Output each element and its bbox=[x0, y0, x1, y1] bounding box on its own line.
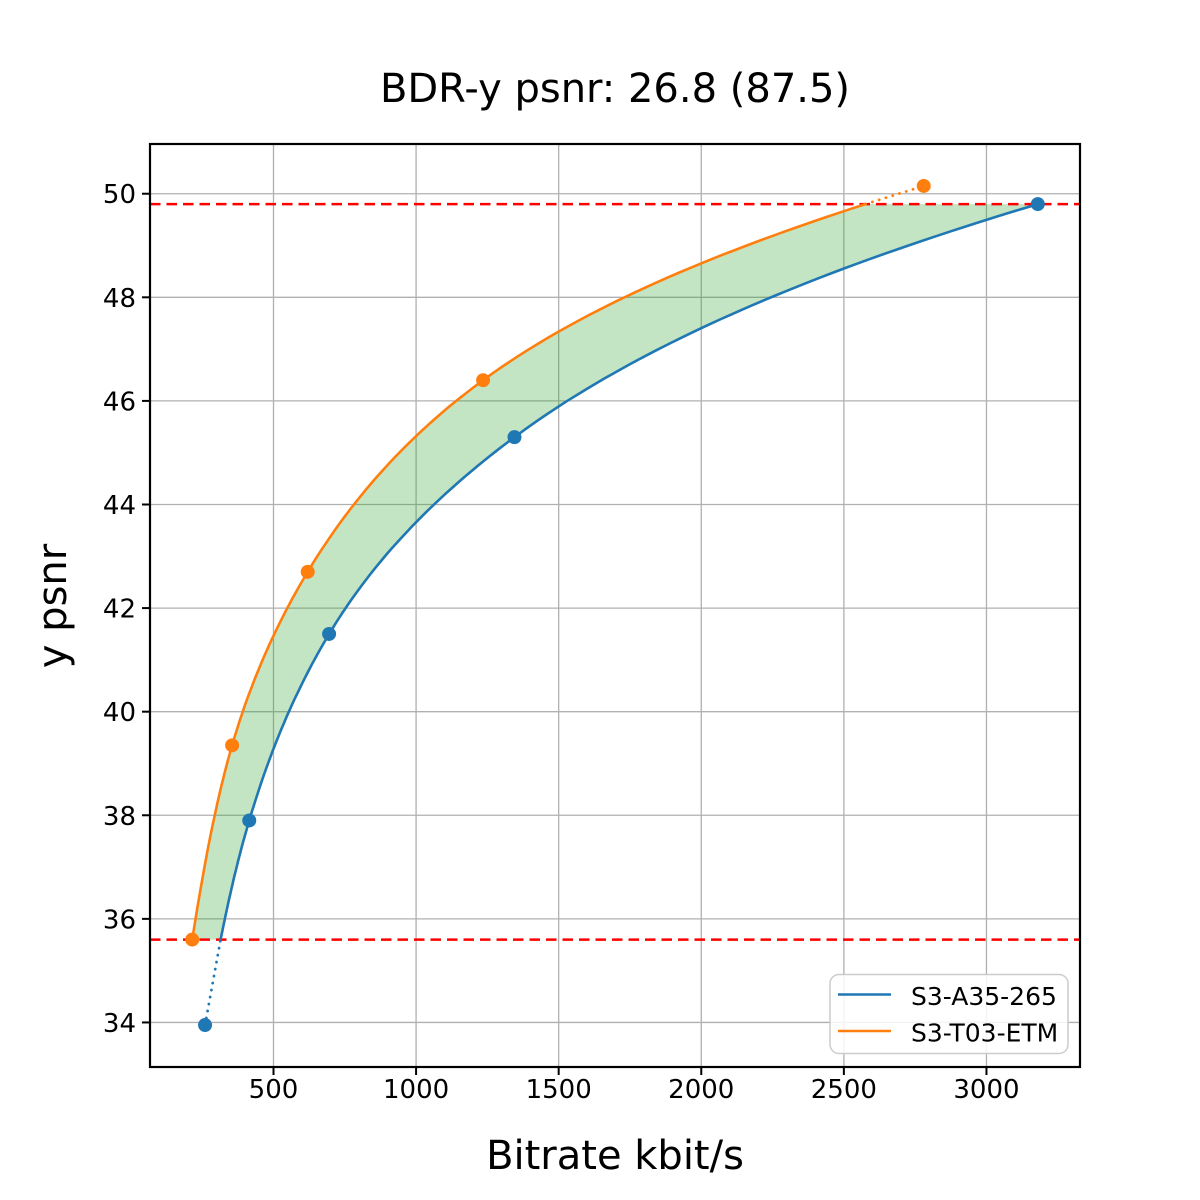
data-point-0 bbox=[507, 430, 522, 445]
data-point-1 bbox=[225, 738, 240, 753]
x-tick-label: 500 bbox=[249, 1075, 299, 1105]
data-point-1 bbox=[300, 564, 315, 579]
y-tick-label: 36 bbox=[103, 905, 136, 935]
series-dotted-ext-0 bbox=[203, 938, 223, 1027]
data-point-0 bbox=[198, 1018, 213, 1033]
data-point-1 bbox=[476, 373, 491, 388]
y-tick-label: 34 bbox=[103, 1009, 136, 1039]
legend: S3-A35-265 S3-T03-ETM bbox=[829, 973, 1069, 1055]
plot-area: 500 1000 1500 2000 2500 3000 34 36 38 40 42 44 46 48 5… bbox=[103, 142, 1082, 1105]
y-tick-label: 48 bbox=[103, 284, 136, 314]
axes-spine bbox=[148, 142, 1082, 1069]
series-dotted-ext-1 bbox=[864, 184, 926, 206]
x-tick-label: 2500 bbox=[811, 1075, 877, 1105]
y-tick-label: 38 bbox=[103, 802, 136, 832]
x-tick-label: 1000 bbox=[383, 1075, 449, 1105]
data-point-0 bbox=[242, 813, 257, 828]
chart-title: BDR-y psnr: 26.8 (87.5) bbox=[379, 66, 851, 112]
legend-label-s3-a35-265: S3-A35-265 bbox=[911, 982, 1057, 1011]
x-tick-label: 1500 bbox=[526, 1075, 592, 1105]
legend-label-s3-t03-etm: S3-T03-ETM bbox=[911, 1019, 1058, 1048]
x-axis-title: Bitrate kbit/s bbox=[486, 1133, 744, 1179]
y-tick-label: 50 bbox=[103, 180, 136, 210]
y-tick-label: 40 bbox=[103, 698, 136, 728]
y-tick-label: 42 bbox=[103, 595, 136, 625]
data-point-0 bbox=[322, 626, 337, 641]
bd-overlap-fill bbox=[192, 204, 1038, 940]
series-curve-1 bbox=[190, 202, 866, 940]
data-point-1 bbox=[916, 178, 931, 193]
data-point-0 bbox=[1030, 197, 1045, 212]
y-tick-label: 44 bbox=[103, 491, 136, 521]
y-axis-title: y psnr bbox=[30, 543, 76, 669]
x-tick-label: 3000 bbox=[953, 1075, 1019, 1105]
x-tick-label: 2000 bbox=[668, 1075, 734, 1105]
y-tick-label: 46 bbox=[103, 387, 136, 417]
data-point-1 bbox=[185, 932, 200, 947]
